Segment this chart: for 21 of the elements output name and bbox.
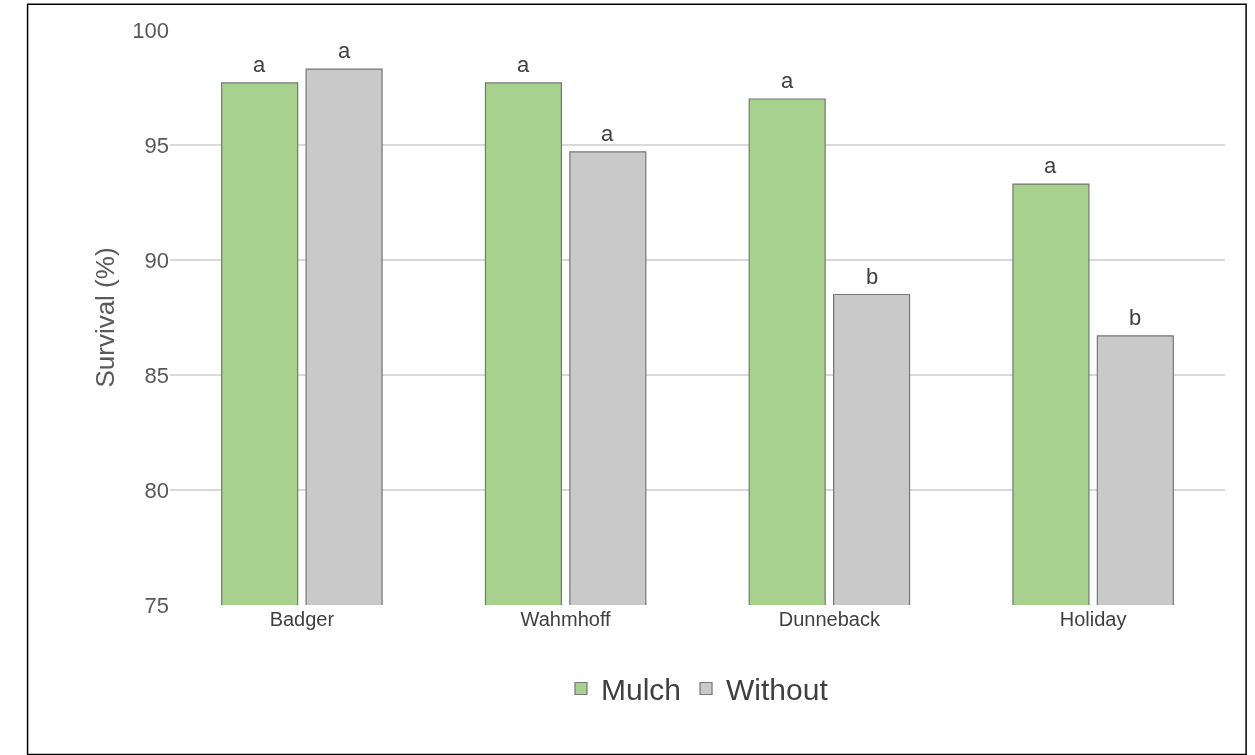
legend-label: Mulch: [601, 673, 682, 707]
annotation: a: [781, 68, 794, 93]
y-tick-label: 95: [144, 132, 169, 158]
x-tick-label: Dunneback: [778, 608, 881, 630]
annotation: a: [517, 52, 530, 77]
annotation: a: [1044, 153, 1057, 178]
y-tick-label: 90: [144, 247, 169, 273]
annotation: b: [866, 264, 879, 289]
annotation: a: [338, 38, 351, 63]
x-tick-label: Holiday: [1059, 608, 1127, 630]
annotation: b: [1129, 305, 1142, 330]
y-tick-label: 75: [144, 592, 169, 618]
y-tick-label: 100: [132, 17, 169, 43]
annotation: a: [253, 52, 266, 77]
legend-label: Without: [726, 673, 829, 707]
annotation: a: [601, 121, 614, 146]
y-axis-title: Survival (%): [89, 247, 120, 388]
x-tick-label: Wahmhoff: [520, 608, 612, 630]
y-tick-label: 80: [144, 477, 169, 503]
y-tick-label: 85: [144, 362, 169, 388]
x-tick-label: Badger: [269, 608, 335, 630]
